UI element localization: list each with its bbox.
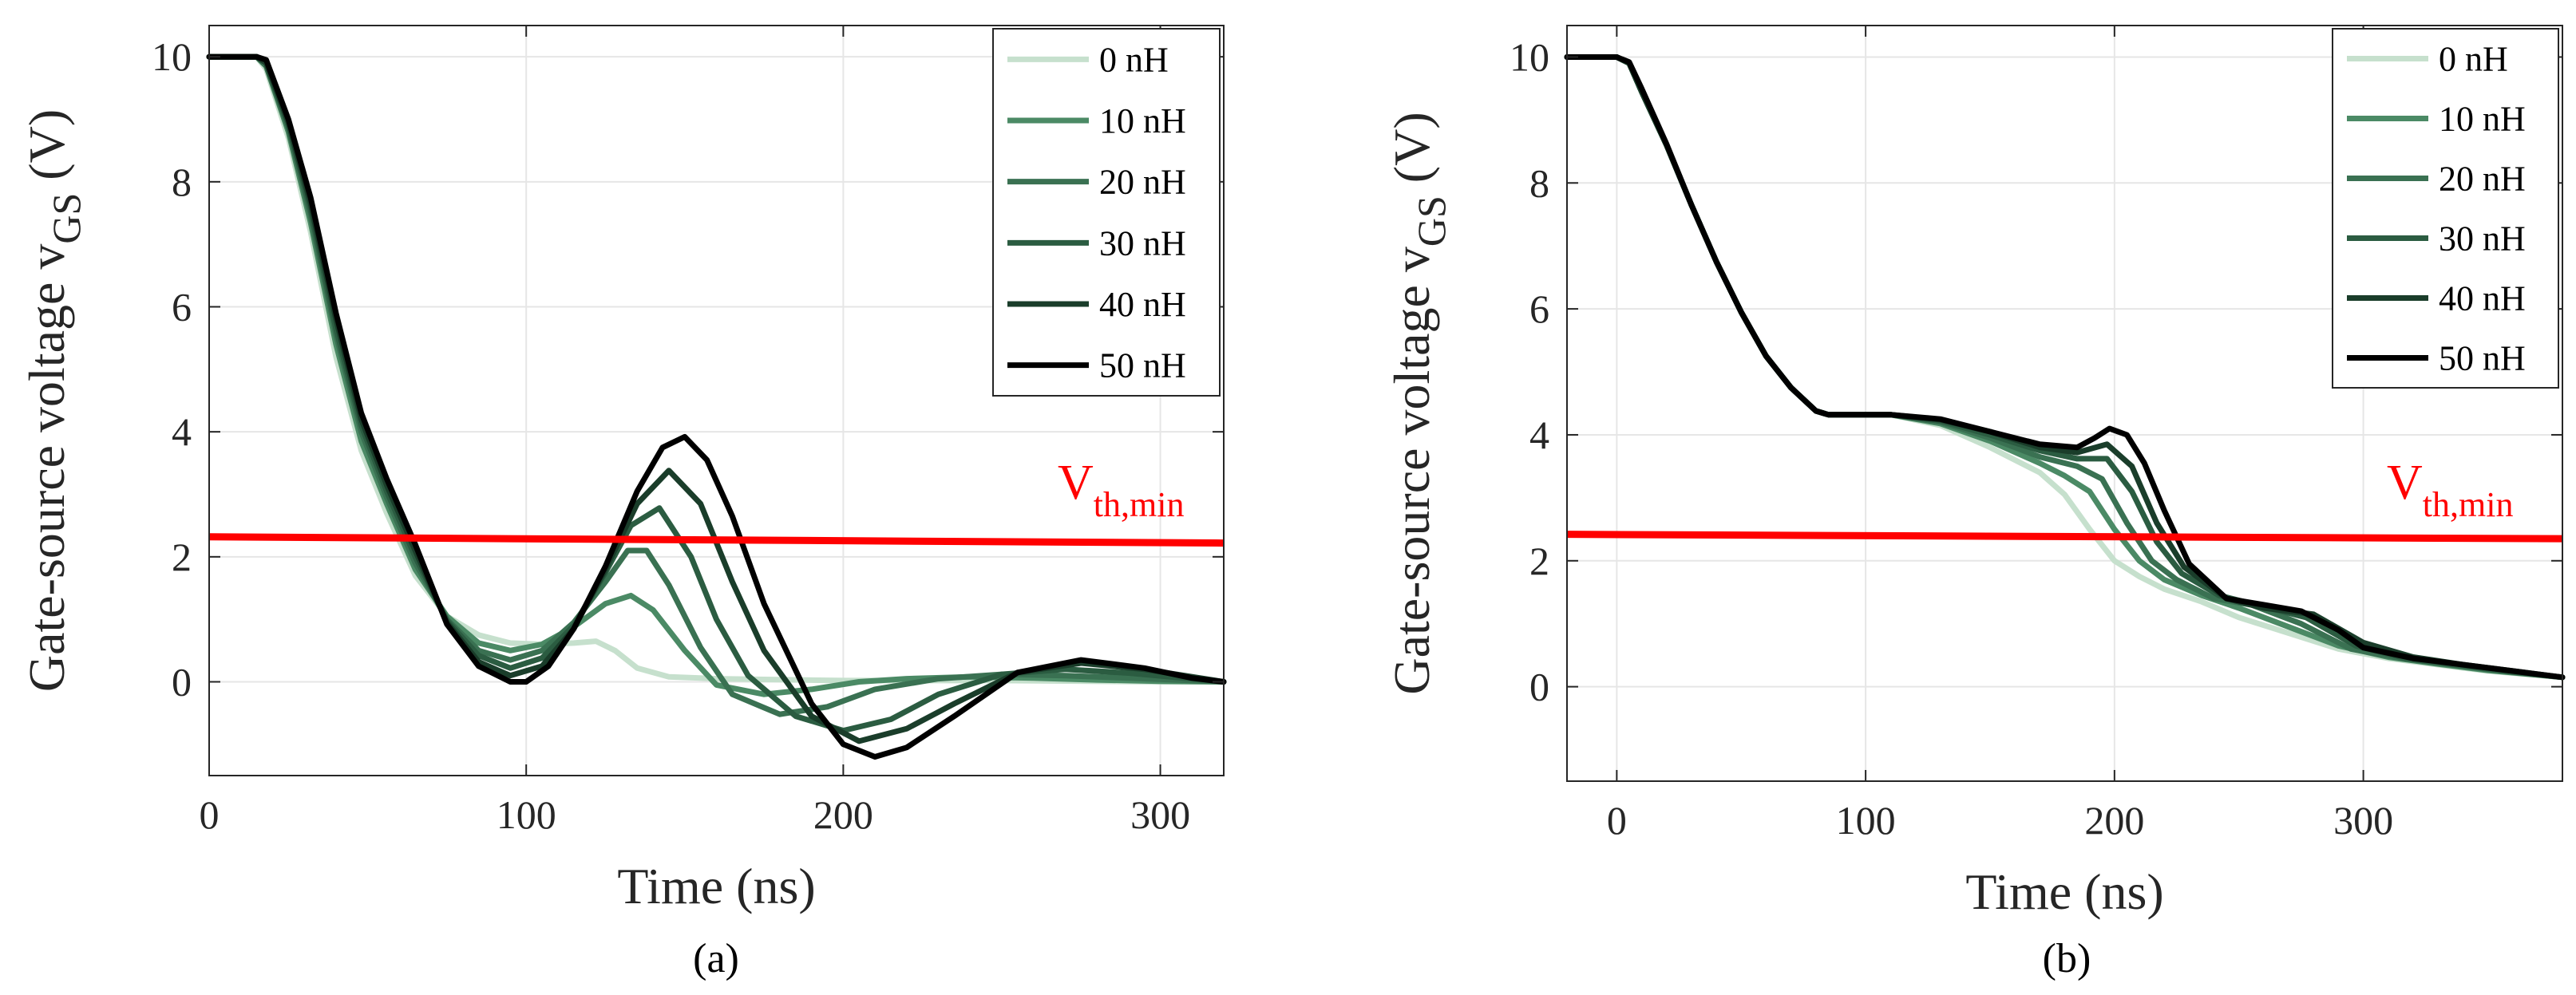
threshold-label-main: V xyxy=(1058,456,1094,510)
y-axis-label-sub: GS xyxy=(44,193,89,244)
x-tick-label: 0 xyxy=(1607,798,1627,843)
legend-label: 0 nH xyxy=(2439,40,2508,79)
legend-label: 40 nH xyxy=(1099,285,1186,324)
series-line-50-nH xyxy=(1564,54,2566,681)
panel-subtitle: (a) xyxy=(693,936,739,981)
x-tick-label: 300 xyxy=(2333,798,2393,843)
legend-box xyxy=(992,28,1221,397)
threshold-label-main: V xyxy=(2387,456,2423,510)
legend: 0 nH 10 nH 20 nH 30 nH 40 nH 50 nH xyxy=(2332,28,2559,389)
legend-box xyxy=(2332,28,2559,389)
x-tick-label: 0 xyxy=(200,792,220,837)
threshold-line xyxy=(1566,531,2563,543)
legend-label: 0 nH xyxy=(1099,40,1169,79)
axes-box xyxy=(208,25,1225,776)
axes-box xyxy=(1566,25,2563,782)
y-tick-label: 6 xyxy=(1529,286,1549,331)
y-tick-label: 8 xyxy=(172,160,192,204)
legend-label: 50 nH xyxy=(2439,339,2526,378)
y-axis-label-main: Gate-source voltage v xyxy=(1383,247,1440,695)
threshold-label-sub: th,min xyxy=(2423,485,2514,524)
x-tick-label: 200 xyxy=(2084,798,2144,843)
legend-label: 20 nH xyxy=(1099,163,1186,202)
legend-label: 20 nH xyxy=(2439,160,2526,199)
y-axis-label: Gate-source voltage vGS (V) xyxy=(18,109,89,692)
x-tick-label: 100 xyxy=(1836,798,1896,843)
y-tick-label: 0 xyxy=(172,660,192,705)
legend-label: 40 nH xyxy=(2439,279,2526,318)
legend: 0 nH 10 nH 20 nH 30 nH 40 nH 50 nH xyxy=(992,28,1221,397)
threshold-label: Vth,min xyxy=(1058,456,1184,524)
y-axis-label-main: Gate-source voltage v xyxy=(18,244,75,693)
threshold-label-sub: th,min xyxy=(1094,485,1185,524)
legend-label: 10 nH xyxy=(1099,101,1186,140)
legend-label: 30 nH xyxy=(2439,219,2526,259)
y-tick-label: 0 xyxy=(1529,665,1549,709)
threshold-line xyxy=(208,533,1225,547)
x-tick-label: 300 xyxy=(1130,792,1190,837)
x-tick-label: 100 xyxy=(497,792,556,837)
y-tick-label: 10 xyxy=(152,34,192,79)
y-tick-label: 10 xyxy=(1510,34,1549,79)
panel-subtitle: (b) xyxy=(2043,936,2091,981)
panel-a: Vth,min 0 100 200 300 0 2 4 6 8 10 Time (ns) Gate-so… xyxy=(18,25,1227,981)
legend-label: 30 nH xyxy=(1099,223,1186,263)
y-tick-label: 2 xyxy=(1529,539,1549,583)
legend-label: 50 nH xyxy=(1099,346,1186,385)
y-tick-label: 2 xyxy=(172,535,192,579)
y-tick-label: 4 xyxy=(172,409,192,454)
panel-b: Vth,min 0 100 200 300 0 2 4 6 8 10 Time (ns) Gate-so… xyxy=(1383,25,2566,981)
series-line-50-nH xyxy=(206,53,1227,760)
x-axis-label: Time (ns) xyxy=(1965,863,2163,920)
y-tick-label: 8 xyxy=(1529,160,1549,205)
y-axis-label-unit: (V) xyxy=(1383,112,1440,195)
y-tick-label: 4 xyxy=(1529,413,1549,457)
threshold-label: Vth,min xyxy=(2387,456,2513,524)
y-axis-label: Gate-source voltage vGS (V) xyxy=(1383,112,1454,694)
y-axis-label-unit: (V) xyxy=(18,109,75,193)
y-tick-label: 6 xyxy=(172,285,192,330)
x-tick-label: 200 xyxy=(813,792,873,837)
x-axis-label: Time (ns) xyxy=(617,858,815,914)
legend-label: 10 nH xyxy=(2439,100,2526,139)
y-axis-label-sub: GS xyxy=(1409,195,1454,247)
